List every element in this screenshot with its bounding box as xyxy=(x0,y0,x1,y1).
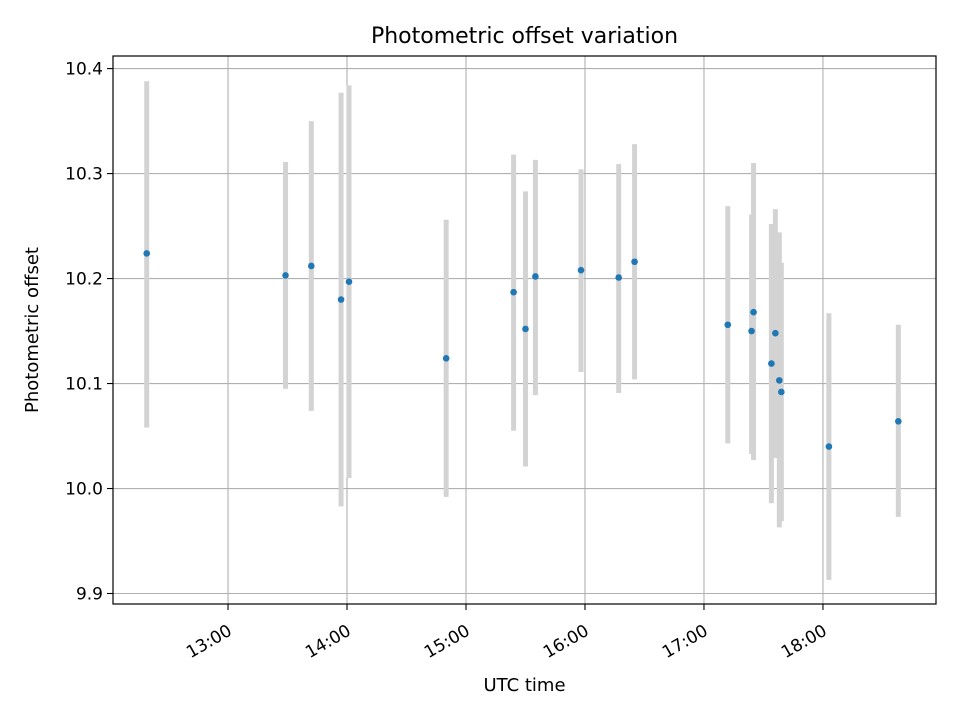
data-point xyxy=(345,278,353,286)
y-tick-label: 10.1 xyxy=(65,375,103,395)
data-point xyxy=(532,273,539,280)
data-point xyxy=(510,288,517,296)
plot-frame xyxy=(112,55,937,605)
y-axis-ticks: 9.9 10.0 10.1 10.2 10.3 10.4 xyxy=(65,60,113,605)
chart-title: Photometric offset variation xyxy=(371,24,678,49)
data-point xyxy=(895,418,902,425)
y-tick-label: 10.3 xyxy=(65,165,103,185)
data-point xyxy=(577,266,585,274)
y-axis-label: Photometric offset xyxy=(22,247,43,413)
data-point xyxy=(337,296,345,303)
y-tick-label: 10.0 xyxy=(65,480,103,500)
data-point xyxy=(825,443,833,450)
data-point xyxy=(778,388,785,396)
data-point xyxy=(750,308,757,316)
data-point xyxy=(768,360,775,367)
x-axis-label: UTC time xyxy=(483,675,565,696)
data-point xyxy=(143,250,151,257)
data-point xyxy=(308,262,315,270)
y-tick-label: 10.4 xyxy=(65,60,103,80)
data-point xyxy=(522,325,529,333)
data-point xyxy=(724,321,732,329)
data-point xyxy=(615,274,622,281)
data-point xyxy=(282,272,289,279)
data-point xyxy=(442,355,450,362)
data-point xyxy=(772,329,779,337)
data-points xyxy=(143,250,902,450)
data-point xyxy=(776,377,783,384)
y-tick-label: 10.2 xyxy=(65,270,103,290)
data-point xyxy=(631,258,638,266)
data-point xyxy=(748,327,755,335)
y-tick-label: 9.9 xyxy=(76,585,103,605)
